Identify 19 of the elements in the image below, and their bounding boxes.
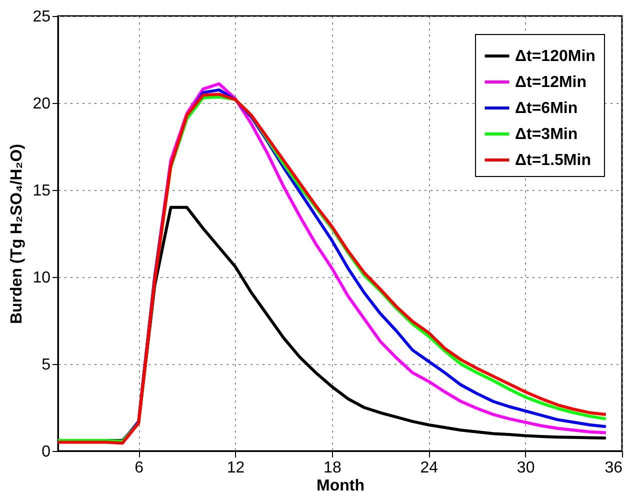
x-tick-label: 6 (134, 460, 144, 476)
x-axis-title: Month (316, 478, 364, 494)
y-tick-label: 25 (32, 8, 51, 26)
y-tick-label: 20 (32, 96, 51, 112)
legend-label: Δt=12Min (515, 74, 587, 91)
legend-label: Δt=1.5Min (515, 152, 591, 169)
y-tick-label: 5 (42, 356, 51, 374)
x-tick-label: 36 (604, 460, 623, 476)
x-tick-label: 18 (324, 460, 342, 476)
y-tick-label: 15 (32, 182, 51, 200)
x-tick-label: 24 (420, 460, 438, 476)
y-tick-label: 10 (32, 270, 51, 286)
y-tick-label: 0 (42, 444, 51, 460)
x-tick-label: 12 (226, 460, 245, 476)
legend-label: Δt=120Min (515, 48, 596, 65)
x-tick-label: 30 (516, 460, 535, 476)
y-axis-title: Burden (Tg H₂SO₄/H₂O) (8, 144, 26, 324)
legend-label: Δt=3Min (515, 126, 578, 143)
legend-label: Δt=6Min (515, 100, 578, 117)
